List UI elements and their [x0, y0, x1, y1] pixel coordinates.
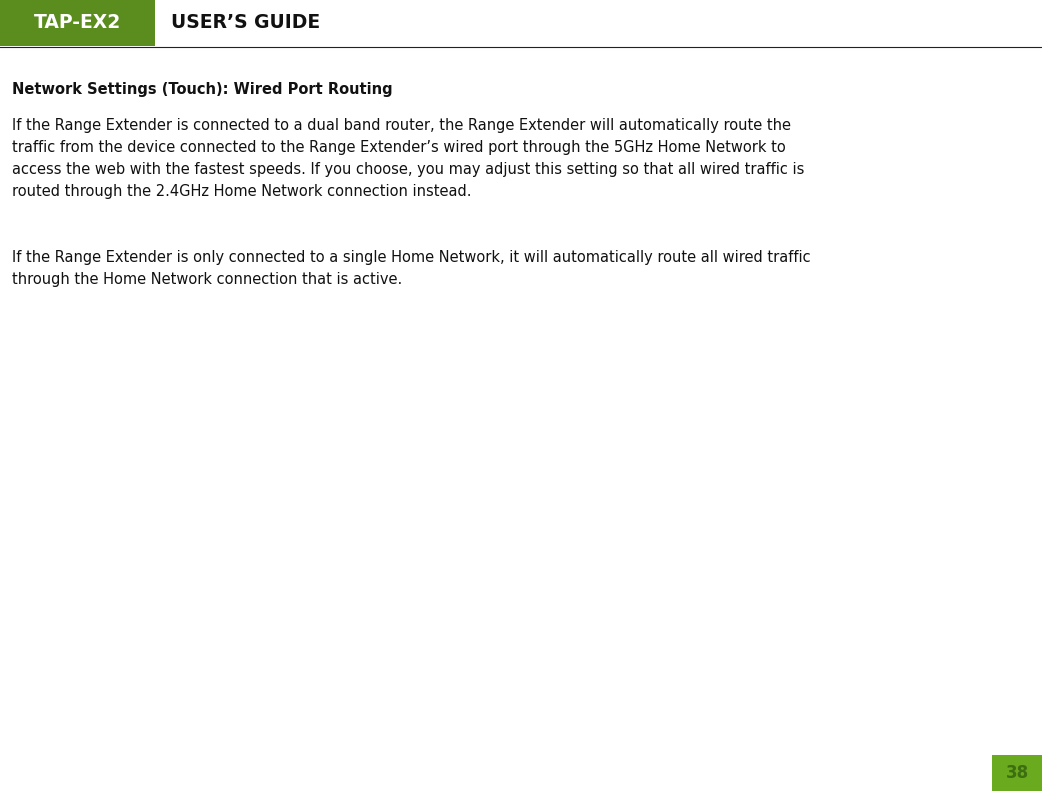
Text: USER’S GUIDE: USER’S GUIDE — [171, 13, 320, 32]
Text: through the Home Network connection that is active.: through the Home Network connection that… — [13, 272, 402, 287]
FancyBboxPatch shape — [992, 755, 1042, 791]
Text: traffic from the device connected to the Range Extender’s wired port through the: traffic from the device connected to the… — [13, 140, 786, 155]
Text: routed through the 2.4GHz Home Network connection instead.: routed through the 2.4GHz Home Network c… — [13, 184, 471, 199]
FancyBboxPatch shape — [0, 0, 155, 46]
Text: 38: 38 — [1006, 764, 1028, 782]
Text: Network Settings (Touch): Wired Port Routing: Network Settings (Touch): Wired Port Rou… — [13, 82, 393, 97]
Text: access the web with the fastest speeds. If you choose, you may adjust this setti: access the web with the fastest speeds. … — [13, 162, 804, 177]
Text: TAP-EX2: TAP-EX2 — [34, 13, 121, 32]
Text: If the Range Extender is connected to a dual band router, the Range Extender wil: If the Range Extender is connected to a … — [13, 118, 791, 133]
Text: If the Range Extender is only connected to a single Home Network, it will automa: If the Range Extender is only connected … — [13, 250, 811, 265]
